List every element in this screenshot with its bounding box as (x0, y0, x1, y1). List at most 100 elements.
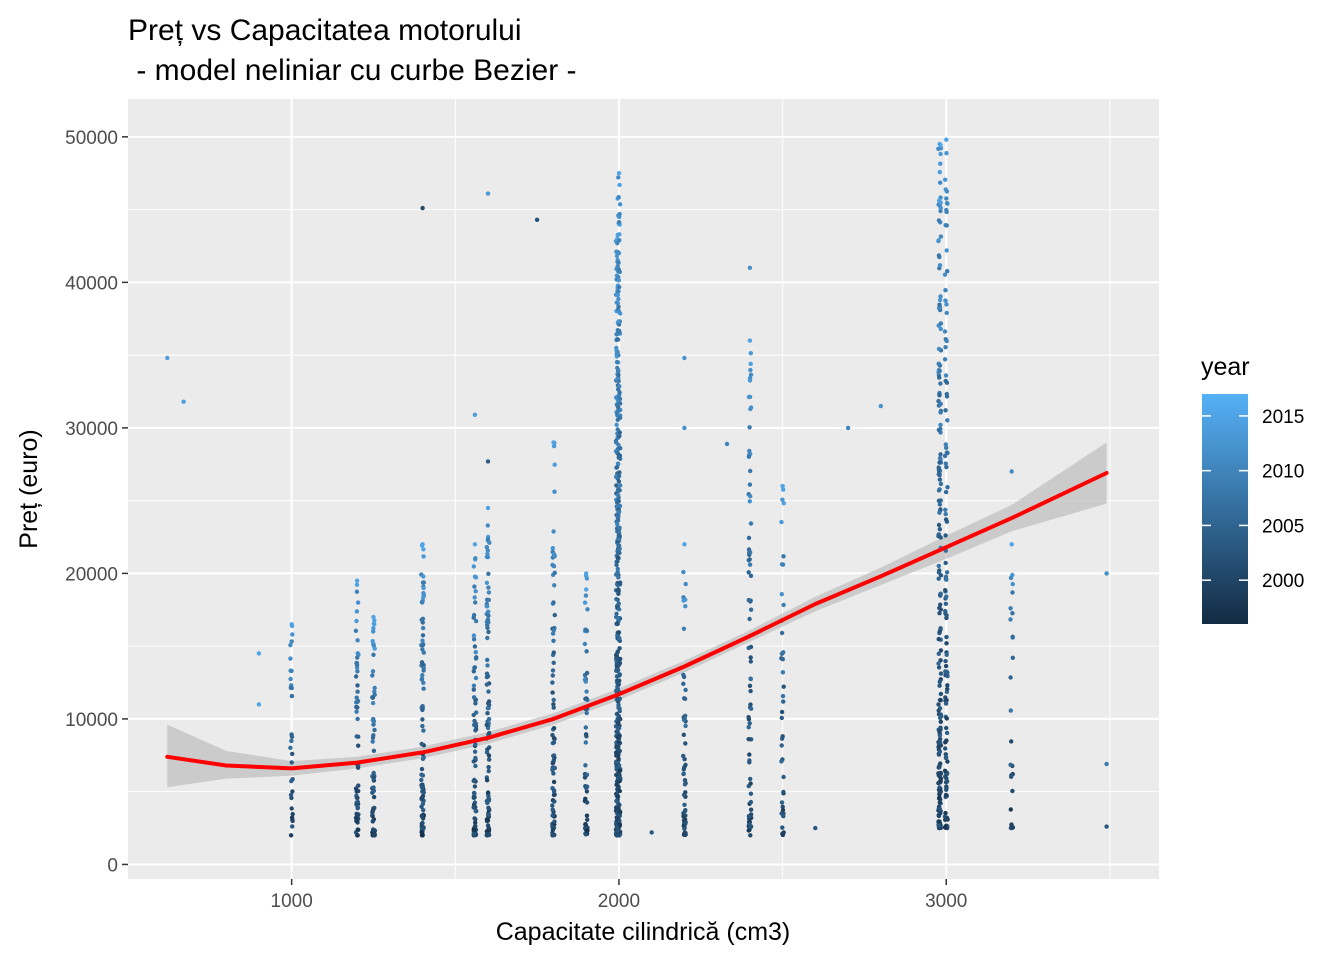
data-point (181, 399, 186, 404)
data-point (550, 680, 555, 685)
color-legend: year 2000 2005 2010 2015 (1201, 353, 1304, 624)
data-point (616, 630, 621, 635)
data-point (748, 706, 754, 711)
data-point (421, 574, 426, 579)
data-point (937, 785, 942, 790)
data-point (484, 817, 490, 822)
data-point (474, 710, 479, 715)
data-point (355, 765, 361, 770)
data-point (472, 542, 478, 547)
data-point (944, 338, 949, 344)
data-point (484, 750, 490, 755)
data-point (1010, 590, 1015, 595)
data-point (942, 357, 948, 362)
data-point (748, 351, 753, 356)
data-point (371, 614, 376, 620)
data-point (551, 736, 557, 741)
data-point (937, 679, 942, 684)
data-point (937, 706, 943, 711)
data-point (781, 602, 786, 608)
data-point (780, 497, 785, 502)
data-point (484, 722, 489, 728)
data-point (472, 784, 478, 789)
data-point (938, 146, 944, 151)
data-point (486, 764, 491, 770)
data-point (748, 521, 754, 526)
data-point (471, 615, 476, 620)
data-point (780, 657, 785, 662)
data-point (615, 832, 621, 838)
data-point (938, 410, 943, 415)
data-point (583, 593, 589, 598)
data-point (354, 812, 360, 818)
data-point (748, 676, 753, 682)
data-point (617, 788, 622, 794)
data-point (936, 305, 942, 311)
data-point (354, 582, 360, 587)
data-point (780, 804, 785, 809)
data-point (938, 715, 943, 721)
data-point (371, 722, 376, 727)
data-point (355, 689, 360, 694)
data-point (584, 710, 589, 716)
data-point (584, 587, 589, 592)
data-point (471, 633, 477, 638)
data-point (937, 460, 942, 465)
data-point (355, 833, 360, 838)
data-point (484, 545, 489, 550)
data-point (583, 732, 589, 737)
data-point (937, 629, 942, 634)
data-point (615, 735, 621, 740)
data-point (747, 760, 752, 765)
data-point (617, 802, 622, 808)
data-point (487, 745, 492, 750)
data-point (355, 669, 360, 674)
data-point (616, 278, 622, 283)
data-point (584, 627, 589, 633)
data-point (372, 622, 377, 627)
data-point (943, 810, 948, 816)
data-point (942, 329, 948, 334)
data-point (471, 669, 476, 674)
data-point (420, 616, 426, 621)
data-point (937, 800, 942, 805)
data-point (747, 562, 753, 567)
data-point (584, 649, 589, 654)
data-point (938, 602, 943, 607)
data-point (938, 321, 944, 326)
data-point (617, 696, 622, 701)
data-point (165, 355, 170, 361)
data-point (370, 700, 376, 706)
data-point (748, 607, 754, 612)
data-point (484, 832, 489, 838)
data-point (583, 763, 588, 768)
data-point (354, 662, 360, 668)
data-point (616, 591, 621, 596)
data-point (582, 600, 588, 605)
data-point (944, 302, 949, 307)
data-point (780, 832, 786, 838)
data-point (584, 813, 590, 818)
data-point (616, 716, 622, 722)
legend-colorbar (1202, 394, 1248, 624)
data-point (781, 789, 786, 795)
data-point (355, 799, 360, 805)
data-point (746, 394, 752, 400)
data-point (472, 644, 478, 649)
data-point (937, 254, 942, 260)
data-point (617, 822, 623, 827)
data-point (936, 398, 941, 404)
data-point (938, 607, 943, 612)
data-point (617, 211, 622, 217)
data-point (614, 422, 619, 427)
data-point (289, 760, 294, 765)
legend-tick-label: 2015 (1262, 407, 1304, 428)
data-point (551, 792, 557, 798)
data-point (682, 757, 687, 762)
data-point (780, 483, 785, 489)
data-point (944, 450, 950, 455)
data-point (938, 778, 943, 784)
data-point (938, 719, 943, 724)
data-point (486, 571, 491, 576)
